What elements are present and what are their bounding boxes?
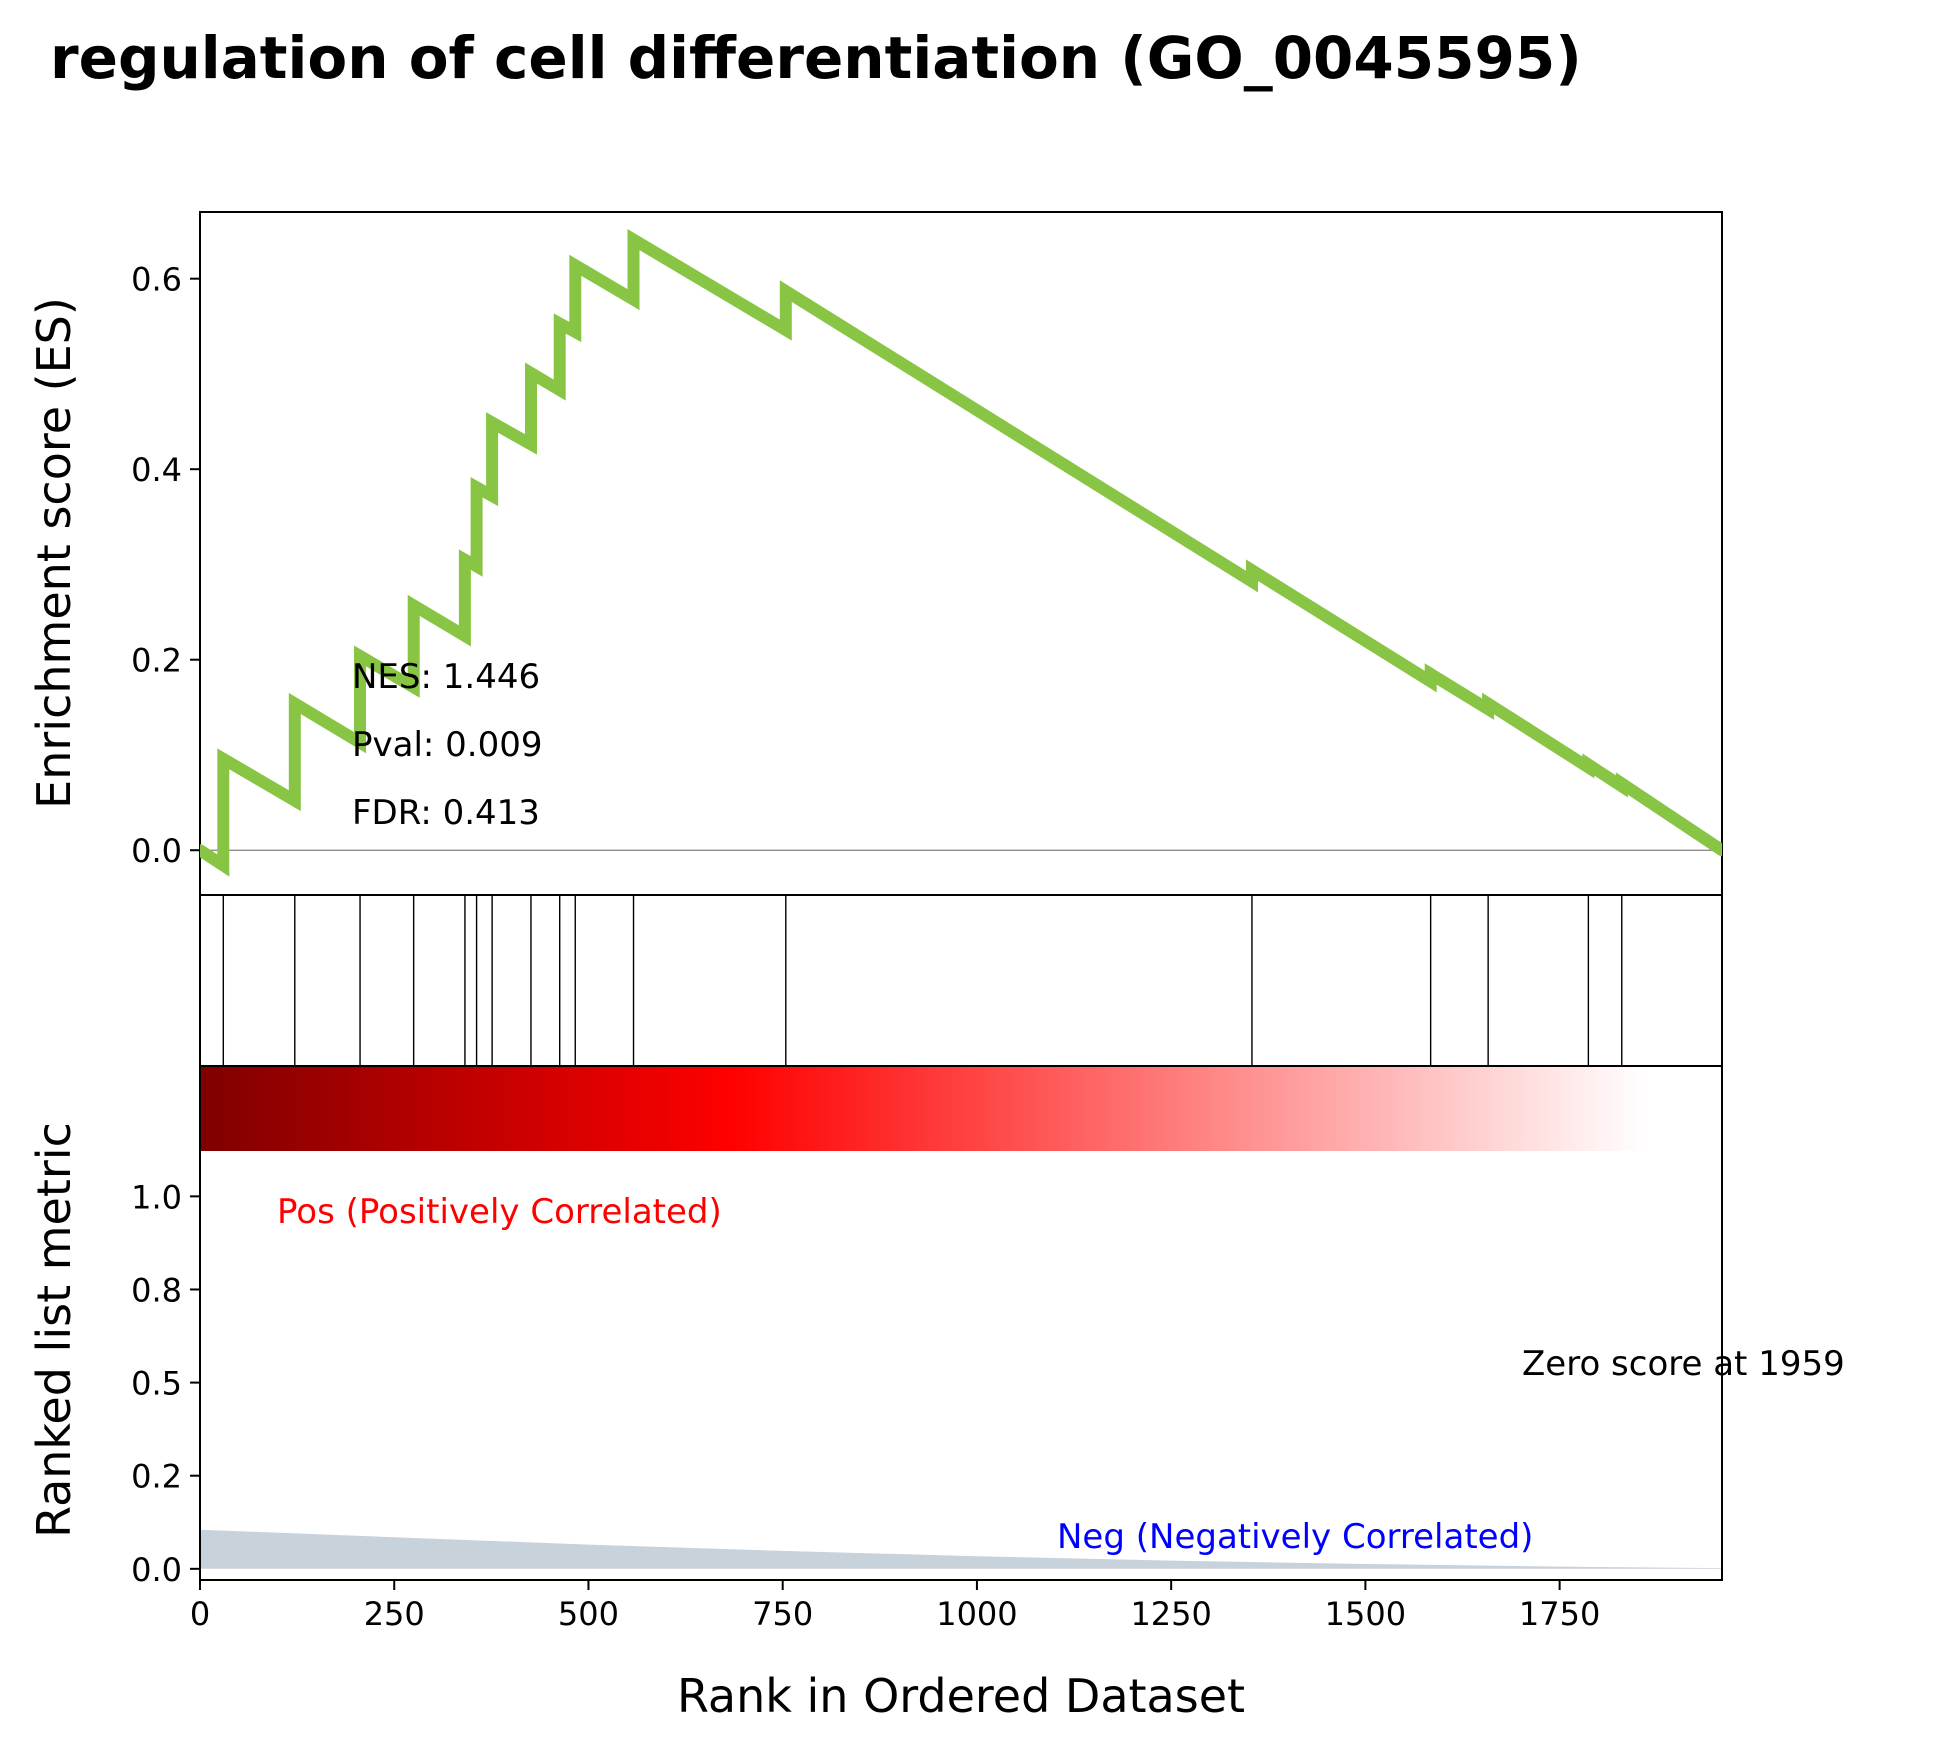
rank-y-tick-label: 0.0 bbox=[131, 1551, 182, 1589]
neg-label: Neg (Negatively Correlated) bbox=[1057, 1517, 1533, 1557]
es-line bbox=[200, 229, 1722, 877]
rank-y-tick-label: 0.8 bbox=[131, 1271, 182, 1309]
es-y-axis: 0.0 0.2 0.4 0.6 bbox=[131, 261, 200, 870]
rank-y-tick-label: 0.5 bbox=[131, 1365, 182, 1403]
es-y-tick-label: 0.0 bbox=[131, 832, 182, 870]
rank-panel-frame bbox=[199, 1065, 1723, 1581]
chart-title: regulation of cell differentiation (GO_0… bbox=[50, 24, 1582, 92]
es-y-tick-label: 0.2 bbox=[131, 642, 182, 680]
hits-panel bbox=[199, 894, 1723, 1067]
rank-panel: 0.0 0.2 0.5 0.8 1.0 Pos (Positively Correlat… bbox=[27, 1065, 1845, 1589]
rank-metric-area bbox=[200, 1529, 1722, 1569]
x-tick-label: 500 bbox=[558, 1595, 619, 1633]
pval-annotation: Pval: 0.009 bbox=[352, 725, 543, 765]
rank-y-tick-label: 0.2 bbox=[131, 1458, 182, 1496]
x-tick-label: 250 bbox=[364, 1595, 425, 1633]
hits-panel-frame bbox=[199, 894, 1723, 1067]
x-tick-label: 1500 bbox=[1325, 1595, 1406, 1633]
es-y-axis-label: Enrichment score (ES) bbox=[27, 297, 81, 809]
hit-lines bbox=[222, 895, 1623, 1066]
rank-y-tick-label: 1.0 bbox=[131, 1178, 182, 1216]
rank-heatmap bbox=[200, 1066, 1722, 1151]
x-axis: 0 250 500 750 1000 1250 1500 1750 bbox=[190, 1580, 1600, 1633]
pos-label: Pos (Positively Correlated) bbox=[277, 1192, 722, 1232]
fdr-annotation: FDR: 0.413 bbox=[352, 793, 540, 833]
x-axis-label: Rank in Ordered Dataset bbox=[677, 1669, 1245, 1723]
es-panel: 0.0 0.2 0.4 0.6 NES: 1.446 Pval: 0.009 FDR:… bbox=[27, 211, 1723, 896]
zero-score-label: Zero score at 1959 bbox=[1522, 1344, 1845, 1384]
x-tick-label: 1250 bbox=[1130, 1595, 1211, 1633]
x-tick-label: 0 bbox=[190, 1595, 210, 1633]
es-y-tick-label: 0.4 bbox=[131, 451, 182, 489]
x-tick-label: 1000 bbox=[936, 1595, 1017, 1633]
nes-annotation: NES: 1.446 bbox=[352, 657, 540, 697]
x-tick-label: 1750 bbox=[1519, 1595, 1600, 1633]
rank-y-axis: 0.0 0.2 0.5 0.8 1.0 bbox=[131, 1178, 200, 1589]
rank-y-axis-label: Ranked list metric bbox=[27, 1122, 81, 1538]
x-tick-label: 750 bbox=[752, 1595, 813, 1633]
es-y-tick-label: 0.6 bbox=[131, 261, 182, 299]
